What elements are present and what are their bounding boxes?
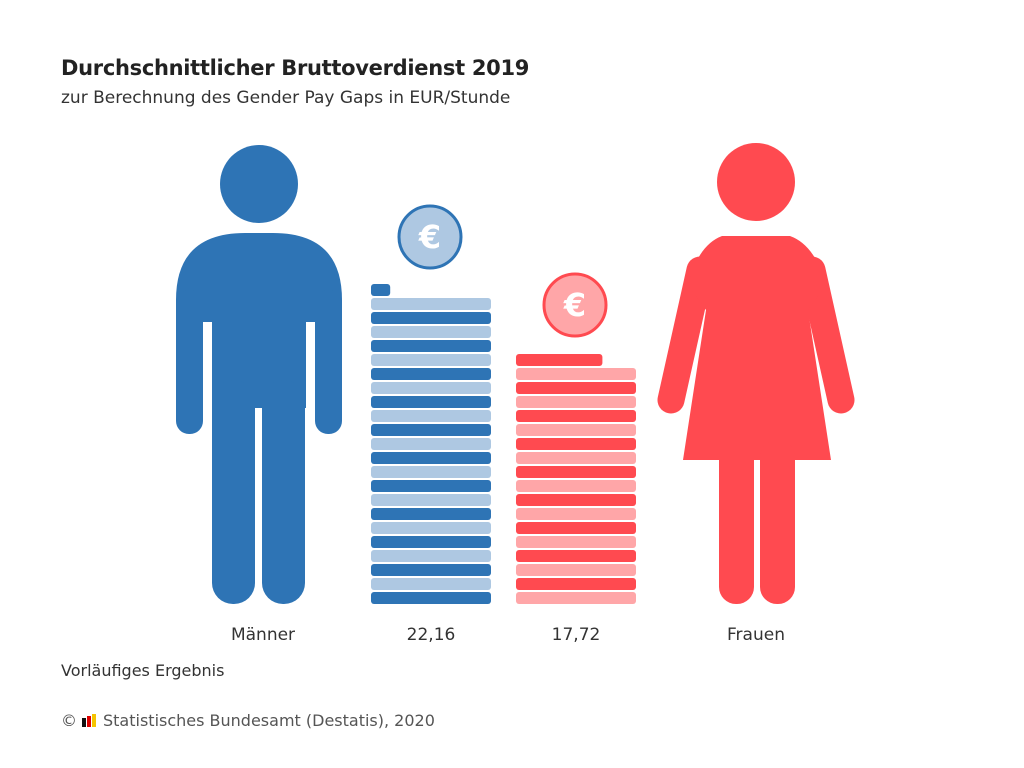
maenner-coin (371, 550, 491, 562)
category-label-maenner: Männer (231, 625, 295, 645)
value-label-frauen: 17,72 (552, 625, 601, 645)
maenner-coin (371, 326, 491, 338)
woman-icon (657, 143, 855, 604)
frauen-coin (516, 536, 636, 548)
frauen-coin (516, 578, 636, 590)
maenner-coin (371, 508, 491, 520)
maenner-coin (371, 298, 491, 310)
coin-stack-frauen (516, 354, 636, 604)
euro-symbol: € (563, 286, 586, 324)
maenner-coin (371, 466, 491, 478)
frauen-coin (516, 564, 636, 576)
maenner-coin (371, 494, 491, 506)
source-line: © Statistisches Bundesamt (Destatis), 20… (61, 711, 435, 730)
source-text: Statistisches Bundesamt (Destatis), 2020 (103, 711, 435, 730)
frauen-coin (516, 466, 636, 478)
frauen-partial-coin (516, 354, 603, 366)
maenner-coin (371, 536, 491, 548)
maenner-coin (371, 452, 491, 464)
maenner-coin (371, 368, 491, 380)
maenner-coin (371, 564, 491, 576)
frauen-coin (516, 410, 636, 422)
frauen-coin (516, 508, 636, 520)
chart-subtitle: zur Berechnung des Gender Pay Gaps in EU… (61, 88, 511, 108)
maenner-coin (371, 396, 491, 408)
euro-symbol: € (418, 218, 441, 256)
frauen-coin (516, 382, 636, 394)
maenner-coin (371, 340, 491, 352)
maenner-coin (371, 382, 491, 394)
category-label-frauen: Frauen (727, 625, 785, 645)
maenner-coin (371, 480, 491, 492)
copyright-symbol: © (61, 711, 77, 730)
destatis-logo-icon (82, 714, 96, 727)
coin-stack-maenner (371, 284, 491, 604)
euro-coin-icon-women: € (542, 272, 608, 338)
frauen-coin (516, 522, 636, 534)
frauen-coin (516, 424, 636, 436)
maenner-coin (371, 424, 491, 436)
chart-title: Durchschnittlicher Bruttoverdienst 2019 (61, 56, 530, 80)
footnote: Vorläufiges Ergebnis (61, 661, 225, 680)
maenner-coin (371, 578, 491, 590)
man-icon (176, 145, 342, 604)
frauen-coin (516, 452, 636, 464)
frauen-coin (516, 438, 636, 450)
frauen-coin (516, 480, 636, 492)
maenner-coin (371, 522, 491, 534)
value-label-maenner: 22,16 (407, 625, 456, 645)
maenner-coin (371, 312, 491, 324)
maenner-partial-coin (371, 284, 391, 296)
maenner-coin (371, 592, 491, 604)
maenner-coin (371, 354, 491, 366)
frauen-coin (516, 550, 636, 562)
frauen-coin (516, 592, 636, 604)
euro-coin-icon-men: € (397, 204, 463, 270)
frauen-coin (516, 396, 636, 408)
frauen-coin (516, 494, 636, 506)
frauen-coin (516, 368, 636, 380)
maenner-coin (371, 438, 491, 450)
maenner-coin (371, 410, 491, 422)
